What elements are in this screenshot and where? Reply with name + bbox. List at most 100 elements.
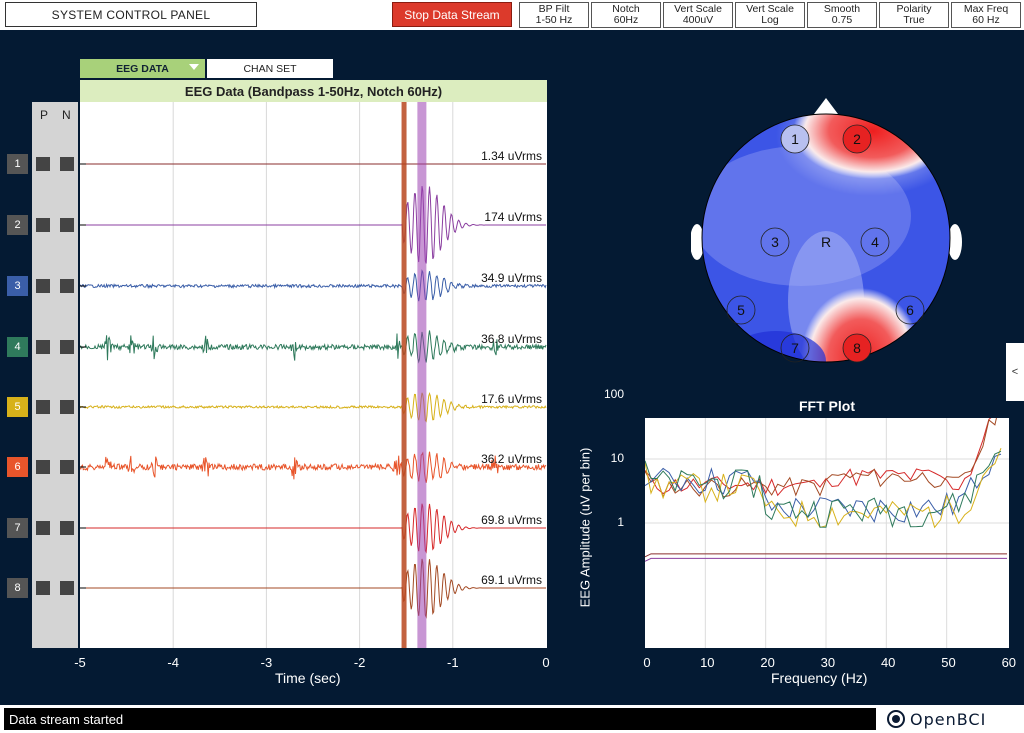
polarity-button[interactable]: Polarity True (879, 2, 949, 28)
channel-6-toggle[interactable]: 6 (7, 457, 28, 477)
max-freq-button[interactable]: Max Freq 60 Hz (951, 2, 1021, 28)
eeg-x-tick: -2 (353, 655, 366, 670)
eeg-x-tick: -3 (260, 655, 273, 670)
setting-value: 60Hz (613, 14, 639, 26)
channel-5-n-toggle[interactable] (60, 400, 74, 414)
channel-4-trace (79, 330, 547, 364)
fft-series-line (644, 450, 1002, 529)
fft-traces (644, 394, 1009, 648)
setting-value: 1-50 Hz (535, 14, 573, 26)
fft-plot (644, 394, 1009, 648)
channel-5-p-toggle[interactable] (36, 400, 50, 414)
fft-y-axis-label: EEG Amplitude (uV per bin) (577, 447, 593, 608)
chan-set-tab[interactable]: CHAN SET (207, 59, 333, 78)
channel-5-toggle[interactable]: 5 (7, 397, 28, 417)
setting-label: Polarity (896, 3, 932, 15)
stop-data-stream-button[interactable]: Stop Data Stream (392, 2, 512, 27)
channel-2-n-toggle[interactable] (60, 218, 74, 232)
bp-filter-button[interactable]: BP Filt 1-50 Hz (519, 2, 589, 28)
fft-x-tick: 10 (700, 655, 715, 670)
channel-8-toggle[interactable]: 8 (7, 578, 28, 598)
electrode-1-label: 1 (791, 131, 799, 147)
channel-2-toggle[interactable]: 2 (7, 215, 28, 235)
dropdown-arrow-icon (189, 64, 199, 70)
electrode-2 (842, 124, 872, 154)
channel-3-n-toggle[interactable] (60, 279, 74, 293)
nose-icon (814, 98, 838, 114)
eeg-time-series-plot: 1.34 uVrms 174 uVrms 34.9 uVrms 36.8 uVrms 1… (79, 102, 547, 648)
channel-7-toggle[interactable]: 7 (7, 518, 28, 538)
channel-2-trace (80, 186, 546, 264)
channel-6-n-toggle[interactable] (60, 460, 74, 474)
eeg-traces: 1.34 uVrms 174 uVrms 34.9 uVrms 36.8 uVrms 1… (79, 102, 547, 648)
channel-8-p-toggle[interactable] (36, 581, 50, 595)
channel-7-n-toggle[interactable] (60, 521, 74, 535)
fft-flat-series-line (644, 557, 1007, 562)
channel-4-p-toggle[interactable] (36, 340, 50, 354)
channel-1-toggle[interactable]: 1 (7, 154, 28, 174)
channel-8-rms-label: 69.1 uVrms (481, 573, 542, 587)
electrode-8 (842, 333, 872, 363)
fft-x-tick: 50 (941, 655, 956, 670)
setting-label: Vert Scale (746, 3, 794, 15)
fft-y-tick: 100 (603, 387, 624, 401)
channel-5-rms-label: 17.6 uVrms (481, 392, 542, 406)
electrode-1 (780, 124, 810, 154)
artifact-spike (401, 102, 407, 648)
system-control-panel-button[interactable]: SYSTEM CONTROL PANEL (5, 2, 257, 27)
fft-plot-title: FFT Plot (799, 398, 855, 414)
channel-6-p-toggle[interactable] (36, 460, 50, 474)
electrode-5 (726, 295, 756, 325)
collapse-panel-button[interactable]: < (1006, 343, 1024, 401)
notch-button[interactable]: Notch 60Hz (591, 2, 661, 28)
channel-2-p-toggle[interactable] (36, 218, 50, 232)
channel-6-trace (79, 451, 547, 483)
electrode-4 (860, 227, 890, 257)
channel-2-rms-label: 174 uVrms (484, 210, 542, 224)
channel-8-n-toggle[interactable] (60, 581, 74, 595)
channel-3-p-toggle[interactable] (36, 279, 50, 293)
vert-scale-log-button[interactable]: Vert Scale Log (735, 2, 805, 28)
eeg-x-axis-label: Time (sec) (275, 670, 341, 686)
openbci-brain-icon (887, 710, 905, 728)
n-column-label: N (62, 108, 71, 122)
setting-value: 400uV (682, 14, 714, 26)
head-plot-svg: 1 2 3 4 5 6 7 8 R (690, 98, 962, 363)
fft-x-tick: 40 (880, 655, 896, 670)
electrode-8-label: 8 (853, 340, 861, 356)
channel-3-toggle[interactable]: 3 (7, 276, 28, 296)
setting-value: 0.75 (831, 14, 853, 26)
fft-flat-series-line (644, 553, 1007, 558)
vert-scale-button[interactable]: Vert Scale 400uV (663, 2, 733, 28)
channel-7-p-toggle[interactable] (36, 521, 50, 535)
electrode-2-label: 2 (853, 131, 861, 147)
fft-series-line (644, 397, 1002, 499)
electrode-7-label: 7 (791, 340, 799, 356)
fft-series-line (644, 448, 1002, 529)
eeg-x-tick: 0 (542, 655, 550, 670)
fft-x-tick: 60 (1001, 655, 1017, 670)
fft-x-tick: 20 (760, 655, 775, 670)
channel-4-rms-label: 36.8 uVrms (481, 332, 542, 346)
eeg-x-tick: -5 (74, 655, 86, 670)
channel-4-toggle[interactable]: 4 (7, 337, 28, 357)
fft-y-tick: 10 (610, 451, 624, 465)
eeg-data-tab-label: EEG DATA (116, 62, 169, 75)
electrode-7 (780, 333, 810, 363)
setting-label: Smooth (823, 3, 861, 15)
electrode-6-label: 6 (906, 302, 914, 318)
eeg-plot-title: EEG Data (Bandpass 1-50Hz, Notch 60Hz) (80, 80, 547, 102)
setting-label: Max Freq (963, 3, 1009, 15)
setting-value: True (903, 14, 925, 26)
setting-label: Vert Scale (674, 3, 722, 15)
setting-label: BP Filt (538, 3, 570, 15)
electrode-6 (895, 295, 925, 325)
right-ear-icon (948, 224, 962, 260)
channel-4-n-toggle[interactable] (60, 340, 74, 354)
p-column-label: P (40, 108, 49, 122)
channel-1-n-toggle[interactable] (60, 157, 74, 171)
channel-1-p-toggle[interactable] (36, 157, 50, 171)
eeg-data-tab[interactable]: EEG DATA (80, 59, 205, 78)
eeg-x-tick: -1 (447, 655, 459, 670)
smooth-button[interactable]: Smooth 0.75 (807, 2, 877, 28)
